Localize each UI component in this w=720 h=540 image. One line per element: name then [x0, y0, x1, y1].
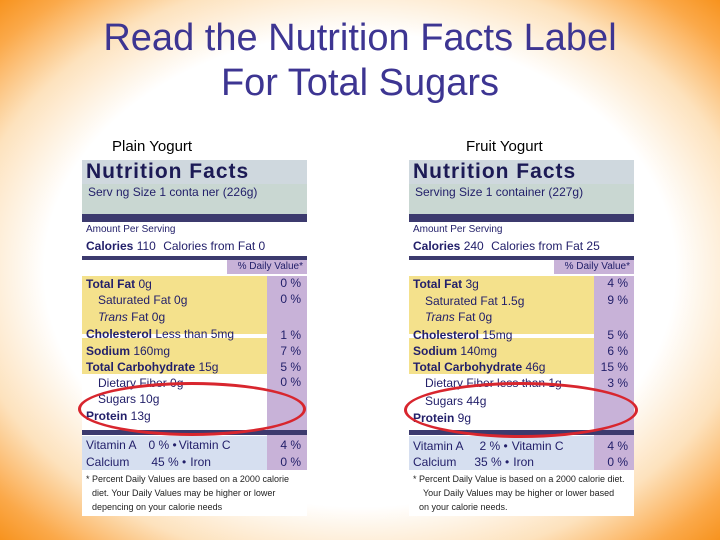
- serving-size: Serving Size 1 container (227g): [409, 184, 634, 214]
- nutrient-pct: 4 %: [607, 276, 628, 290]
- nf-title: Nutrition Facts: [82, 160, 307, 184]
- footnote: * Percent Daily Values are based on a 20…: [86, 474, 289, 512]
- nutrient-row: Trans Fat 0g: [425, 310, 493, 324]
- iron-pct: 0 %: [280, 455, 301, 469]
- mineral-row: Calcium 35 % • Iron: [413, 455, 534, 469]
- right-nutrition-label: Nutrition Facts Serving Size 1 container…: [409, 158, 634, 516]
- divider: [82, 334, 307, 337]
- nutrient-row: Total Carbohydrate 46g: [413, 360, 546, 374]
- calories-from-fat: Calories from Fat 0: [163, 239, 266, 253]
- nutrient-pct: 7 %: [280, 344, 301, 358]
- sugars-highlight-oval: [404, 382, 638, 438]
- left-heading: Plain Yogurt: [112, 138, 193, 155]
- amount-per-serving: Amount Per Serving: [413, 224, 503, 235]
- calories-from-fat: Calories from Fat 25: [491, 239, 600, 253]
- slide-title: Read the Nutrition Facts Label For Total…: [0, 16, 720, 106]
- pct-column: [267, 276, 307, 470]
- amount-per-serving: Amount Per Serving: [86, 224, 176, 235]
- calories-value: 240: [463, 239, 484, 253]
- nutrient-pct: 3 %: [607, 376, 628, 390]
- serving-size: Serv ng Size 1 conta ner (226g): [82, 184, 307, 214]
- divider-bar: [409, 214, 634, 222]
- nutrient-pct: 1 %: [280, 328, 301, 342]
- daily-value-header: % Daily Value*: [554, 260, 634, 274]
- nutrient-row: Saturated Fat 0g: [98, 293, 188, 307]
- title-line-2: For Total Sugars: [220, 62, 500, 104]
- calories-label: Calories: [86, 239, 134, 253]
- vitamin-c-pct: 4 %: [607, 439, 628, 453]
- divider-bar: [82, 214, 307, 222]
- sugars-highlight-oval: [78, 382, 306, 436]
- nutrient-pct: 6 %: [607, 344, 628, 358]
- mineral-row: Calcium 45 % • Iron: [86, 455, 211, 469]
- nutrient-row: Sodium 160mg: [86, 344, 171, 358]
- nutrient-row: Sodium 140mg: [413, 344, 498, 358]
- calories-row: Calories 110 Calories from Fat 0: [82, 239, 307, 255]
- nutrient-row: Total Carbohydrate 15g: [86, 360, 219, 374]
- nutrient-pct: 0 %: [280, 375, 301, 389]
- vitamin-c-pct: 4 %: [280, 438, 301, 452]
- iron-pct: 0 %: [607, 455, 628, 469]
- daily-value-header: % Daily Value*: [227, 260, 307, 274]
- left-nutrition-label: Nutrition Facts Serv ng Size 1 conta ner…: [82, 158, 307, 516]
- nutrient-pct: 9 %: [607, 293, 628, 307]
- nutrient-pct: 0 %: [280, 292, 301, 306]
- nutrient-row: Saturated Fat 1.5g: [425, 294, 525, 308]
- nutrient-row: Trans Fat 0g: [98, 310, 166, 324]
- nutrient-pct: 15 %: [600, 360, 628, 374]
- nutrient-row: Total Fat 0g: [86, 277, 152, 291]
- pct-column: [594, 276, 634, 470]
- footnote: * Percent Daily Value is based on a 2000…: [413, 474, 625, 512]
- nutrient-pct: 0 %: [280, 276, 301, 290]
- divider-bar: [409, 256, 634, 260]
- right-heading: Fruit Yogurt: [466, 138, 543, 155]
- nutrient-row: Cholesterol Less than 5mg: [86, 327, 235, 341]
- nutrient-row: Cholesterol 15mg: [413, 328, 513, 342]
- divider: [409, 334, 634, 337]
- nf-title: Nutrition Facts: [409, 160, 634, 184]
- title-line-1: Read the Nutrition Facts Label: [103, 17, 617, 59]
- nutrient-pct: 5 %: [280, 360, 301, 374]
- divider-bar: [82, 256, 307, 260]
- calories-value: 110: [136, 239, 156, 253]
- calories-label: Calories: [413, 239, 461, 253]
- calories-row: Calories 240 Calories from Fat 25: [409, 239, 634, 255]
- nutrient-pct: 5 %: [607, 328, 628, 342]
- nutrient-row: Total Fat 3g: [413, 277, 479, 291]
